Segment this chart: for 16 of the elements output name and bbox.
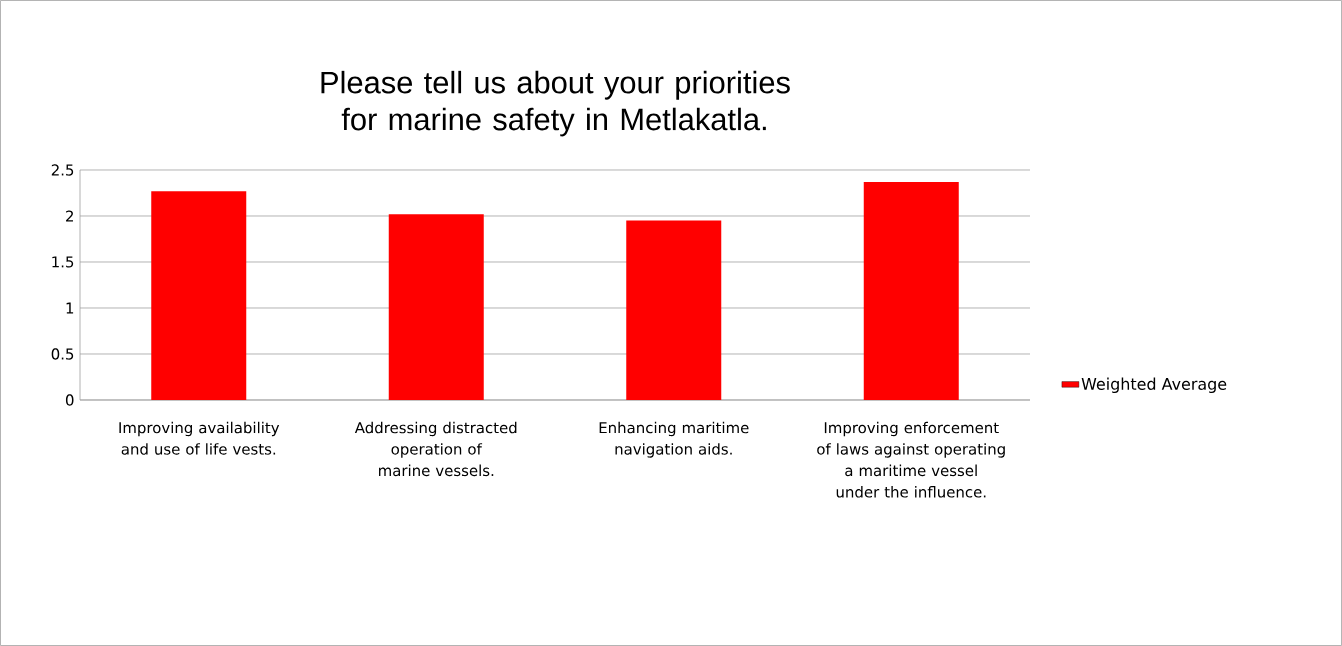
x-tick-label: Improving enforcement of laws against operating a maritime vessel under the influence. [817,421,1005,498]
legend-label: Weighted Average [1081,377,1227,394]
y-tick-label: 2.5 [51,164,74,176]
y-tick-label: 0.5 [51,348,74,360]
bar [863,181,959,400]
chart-title: Please tell us about your priorities for marine safety in Metlakatla. [321,70,790,137]
y-tick-label: 0 [65,394,74,406]
x-tick-label: Enhancing maritime navigation aids. [599,421,749,458]
bar [626,220,722,400]
y-tick-label: 1.5 [52,256,74,268]
bar [151,191,247,400]
x-tick-label: Addressing distracted operation of marine vessels. [354,421,517,477]
y-tick-label: 1 [66,302,74,314]
bar [388,214,484,400]
x-tick-label: Improving availability and use of life vests. [119,421,280,455]
y-tick-label: 2 [66,210,73,222]
